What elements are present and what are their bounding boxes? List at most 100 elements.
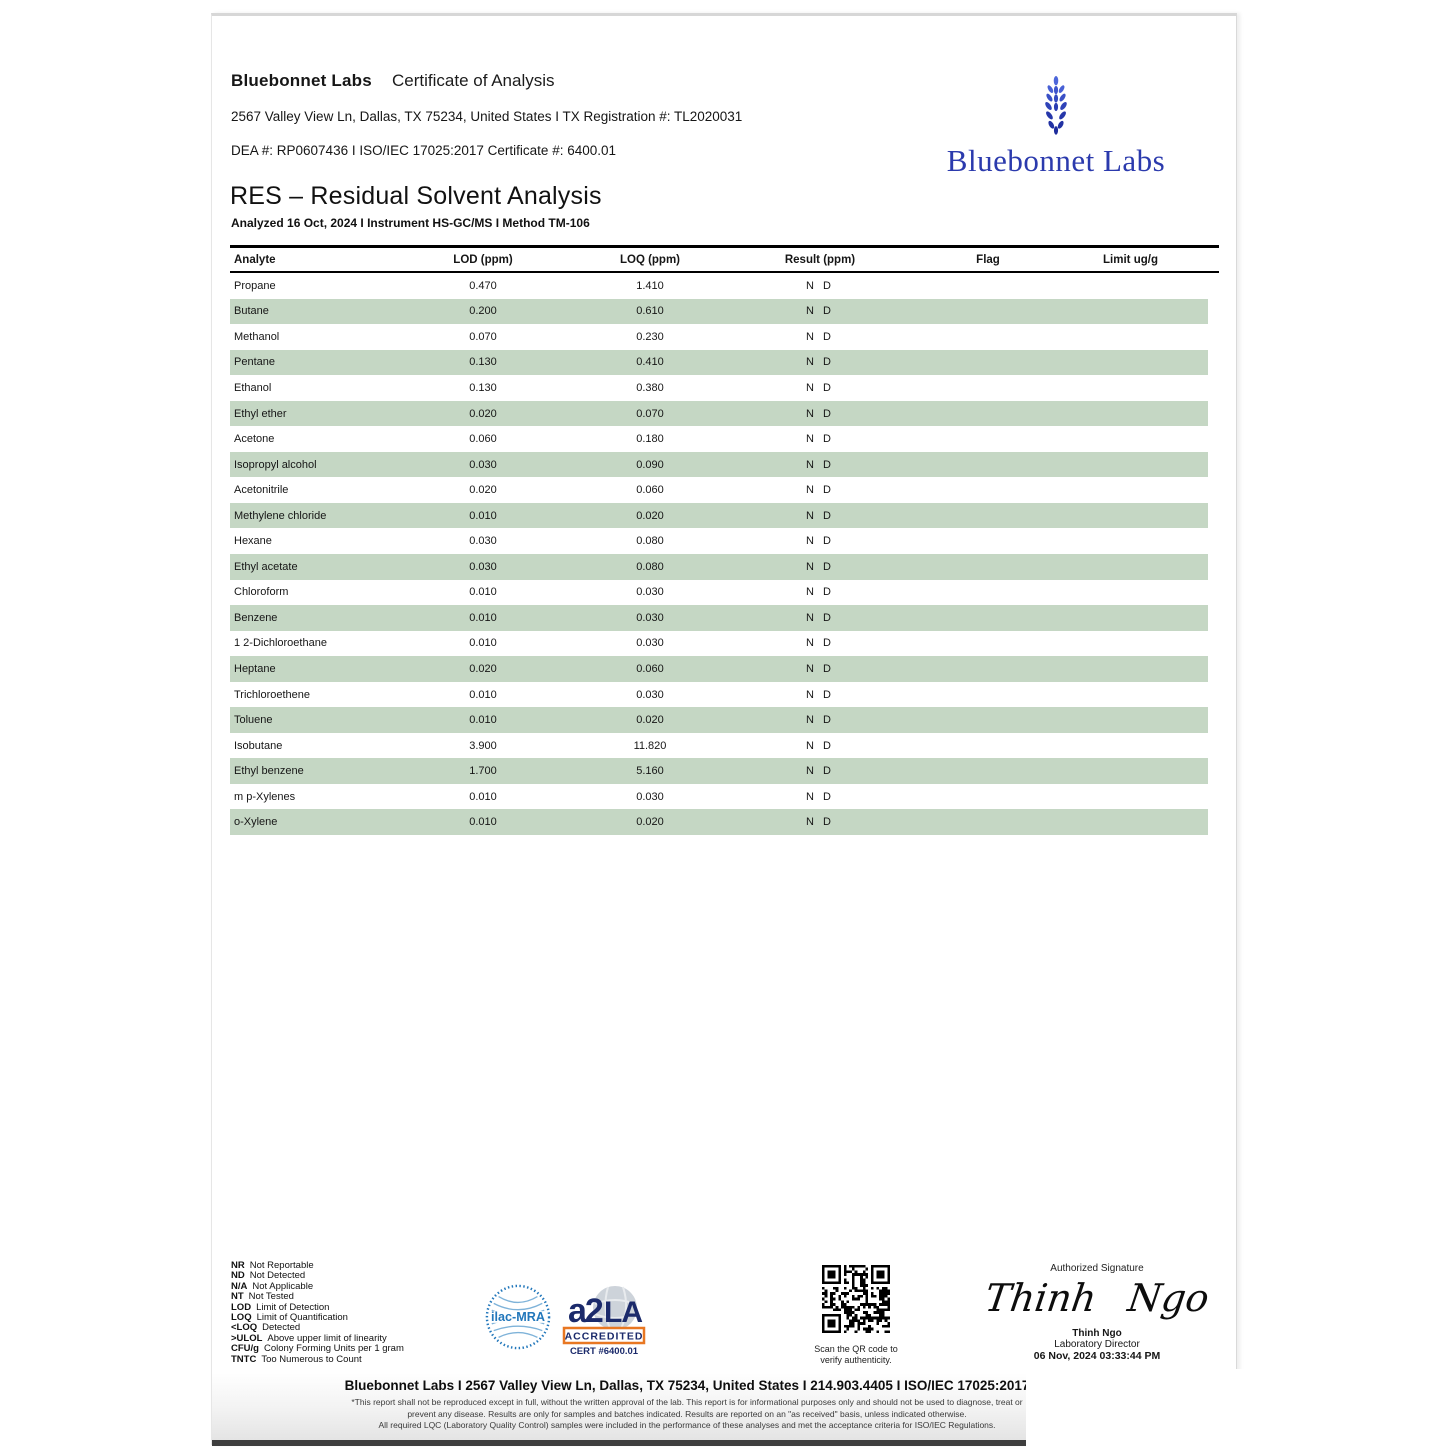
legend-abbr: ND	[231, 1270, 245, 1282]
table-row: Heptane 0.020 0.060 N D	[230, 656, 1208, 682]
cell-result: N D	[806, 356, 834, 369]
cell-analyte: Ethyl benzene	[234, 765, 304, 778]
table-row: Ethyl ether 0.020 0.070 N D	[230, 400, 1208, 427]
table-row: Benzene 0.010 0.030 N D	[230, 605, 1208, 631]
cell-result: N D	[806, 560, 834, 573]
cell-result: N D	[806, 714, 834, 727]
table-row: Methanol 0.070 0.230 N D	[230, 324, 1219, 350]
cell-loq: 0.380	[636, 381, 664, 394]
legend-abbr: CFU/g	[231, 1343, 259, 1355]
cell-loq: 0.070	[636, 407, 664, 420]
cell-analyte: Chloroform	[234, 586, 289, 599]
legend-item: <LOQ Detected	[231, 1323, 404, 1333]
cell-lod: 0.010	[469, 637, 497, 650]
table-row: Acetone 0.060 0.180 N D	[230, 426, 1219, 452]
a2la-badge: a2 LA ACCREDITED CERT #6400.01	[560, 1282, 648, 1363]
legend-abbr: TNTC	[231, 1353, 257, 1365]
table-row: Chloroform 0.010 0.030 N D	[230, 580, 1219, 606]
cell-result: N D	[806, 381, 834, 394]
lab-address-line: 2567 Valley View Ln, Dallas, TX 75234, U…	[231, 109, 743, 124]
signature-script: Thinh Ngo	[982, 1276, 1212, 1320]
table-row: Ethyl acetate 0.030 0.080 N D	[230, 554, 1208, 580]
qr-block: Scan the QR code to verify authenticity.	[761, 1265, 951, 1366]
legend-item: NT Not Tested	[231, 1292, 404, 1302]
cell-result: N D	[806, 816, 834, 829]
cell-result: N D	[806, 484, 834, 497]
cell-result: N D	[806, 535, 834, 548]
cell-lod: 0.030	[469, 560, 497, 573]
legend-text: Not Reportable	[249, 1260, 314, 1271]
cell-lod: 3.900	[469, 739, 497, 752]
footer-dark-bar	[212, 1440, 1236, 1446]
cell-loq: 0.080	[636, 535, 664, 548]
a2la-icon: a2 LA ACCREDITED CERT #6400.01	[562, 1286, 646, 1357]
cell-lod: 0.130	[469, 381, 497, 394]
cell-result: N D	[806, 790, 834, 803]
cell-lod: 0.010	[469, 790, 497, 803]
cell-loq: 0.030	[636, 790, 664, 803]
cell-loq: 0.030	[636, 637, 664, 650]
cell-analyte: Methylene chloride	[234, 509, 327, 522]
table-row: Butane 0.200 0.610 N D	[230, 298, 1208, 325]
table-row: Ethanol 0.130 0.380 N D	[230, 375, 1219, 401]
qr-caption: Scan the QR code to verify authenticity.	[814, 1344, 898, 1365]
cell-lod: 0.030	[469, 535, 497, 548]
col-header-limit: Limit ug/g	[1103, 253, 1158, 266]
lab-logo: Bluebonnet Labs	[926, 76, 1186, 179]
cell-loq: 0.030	[636, 611, 664, 624]
cell-analyte: Methanol	[234, 330, 280, 343]
cell-loq: 0.080	[636, 560, 664, 573]
table-row: o-Xylene 0.010 0.020 N D	[230, 809, 1208, 836]
signature-block: Authorized Signature Thinh Ngo Thinh Ngo…	[982, 1263, 1212, 1362]
cell-lod: 0.030	[469, 458, 497, 471]
footer: Bluebonnet Labs I 2567 Valley View Ln, D…	[212, 1378, 1162, 1432]
legend-abbr: LOQ	[231, 1312, 252, 1324]
cell-lod: 0.020	[469, 662, 497, 675]
cell-analyte: Ethyl ether	[234, 407, 287, 420]
legend-item: TNTC Too Numerous to Count	[231, 1353, 404, 1365]
cell-result: N D	[806, 509, 834, 522]
svg-text:LA: LA	[604, 1296, 642, 1329]
ilac-mra-label: ilac-MRA	[491, 1310, 545, 1324]
cell-result: N D	[806, 739, 834, 752]
wheat-logo-icon	[1045, 76, 1067, 135]
cell-lod: 0.010	[469, 586, 497, 599]
ilac-mra-icon: ilac-MRA	[485, 1284, 551, 1350]
cell-loq: 0.610	[636, 305, 664, 318]
lab-name: Bluebonnet Labs	[231, 71, 372, 90]
footer-disclaimer: *This report shall not be reproduced exc…	[351, 1397, 1023, 1430]
cell-loq: 0.180	[636, 433, 664, 446]
legend-item: LOQ Limit of Quantification	[231, 1312, 404, 1324]
legend-item: LOD Limit of Detection	[231, 1301, 404, 1313]
legend-abbr: NR	[231, 1260, 245, 1271]
a2la-accredited-label: ACCREDITED	[565, 1331, 644, 1343]
abbreviation-legend: NR Not Reportable ND Not Detected N/A Not A…	[231, 1260, 404, 1365]
cell-lod: 0.010	[469, 714, 497, 727]
report-title: RES – Residual Solvent Analysis	[230, 182, 602, 210]
cell-analyte: Propane	[234, 279, 276, 292]
col-header-analyte: Analyte	[234, 253, 276, 266]
legend-item: NR Not Reportable	[231, 1260, 404, 1271]
cell-loq: 1.410	[636, 279, 664, 292]
cell-analyte: Isopropyl alcohol	[234, 458, 317, 471]
cell-lod: 1.700	[469, 765, 497, 778]
legend-abbr: NT	[231, 1291, 244, 1303]
legend-text: Colony Forming Units per 1 gram	[263, 1343, 404, 1355]
legend-text: Limit of Detection	[256, 1301, 330, 1313]
legend-item: N/A Not Applicable	[231, 1281, 404, 1292]
cell-lod: 0.010	[469, 816, 497, 829]
legend-abbr: >ULOL	[231, 1332, 263, 1344]
cell-lod: 0.010	[469, 509, 497, 522]
table-row: Propane 0.470 1.410 N D	[230, 273, 1219, 299]
table-body: Propane 0.470 1.410 N D Butane 0.200 0.6…	[230, 273, 1219, 836]
white-overlay-patch	[1026, 1369, 1316, 1449]
table-row: Hexane 0.030 0.080 N D	[230, 528, 1219, 554]
cell-analyte: Isobutane	[234, 739, 283, 752]
cell-result: N D	[806, 433, 834, 446]
a2la-cert-number: CERT #6400.01	[570, 1346, 639, 1357]
table-row: Trichloroethene 0.010 0.030 N D	[230, 682, 1219, 708]
cell-analyte: Hexane	[234, 535, 272, 548]
legend-text: Limit of Quantification	[256, 1312, 348, 1324]
qr-code	[822, 1265, 890, 1333]
legend-text: Not Tested	[248, 1291, 294, 1303]
